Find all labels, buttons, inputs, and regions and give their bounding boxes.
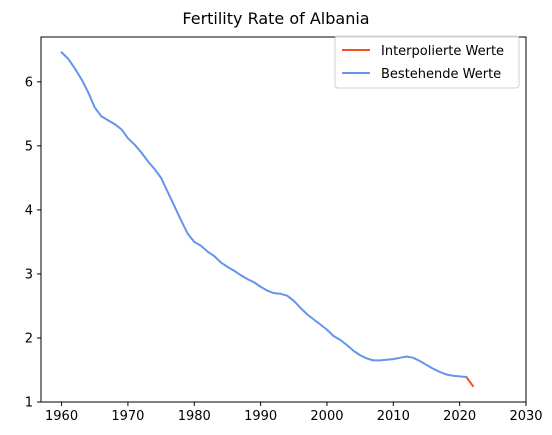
x-tick-label: 1990 xyxy=(244,409,277,424)
y-tick-label: 1 xyxy=(25,396,33,411)
y-tick-label: 6 xyxy=(25,75,33,90)
axes xyxy=(40,36,527,403)
plot-frame xyxy=(40,36,527,403)
legend-label-interpolated: Interpolierte Werte xyxy=(381,44,504,59)
legend: Interpolierte Werte Bestehende Werte xyxy=(334,35,520,89)
x-tick-label: 1970 xyxy=(111,409,144,424)
series-line-bestehende-werte xyxy=(60,50,468,379)
y-tick-label: 4 xyxy=(25,203,33,218)
series-line-interpolierte-werte xyxy=(464,375,475,388)
x-tick-label: 1960 xyxy=(45,409,78,424)
plot-lines xyxy=(60,50,475,388)
x-tick-label: 2030 xyxy=(509,409,542,424)
x-axis-ticks: 1960 1970 1980 1990 2000 2010 2020 2030 xyxy=(45,402,543,424)
x-tick-label: 2020 xyxy=(443,409,476,424)
legend-box xyxy=(334,35,520,89)
y-axis-ticks: 1 2 3 4 5 6 xyxy=(25,75,41,411)
y-tick-label: 5 xyxy=(25,139,33,154)
chart-title: Fertility Rate of Albania xyxy=(182,9,369,28)
y-tick-label: 3 xyxy=(25,267,33,282)
x-tick-label: 1980 xyxy=(178,409,211,424)
y-tick-label: 2 xyxy=(25,331,33,346)
legend-label-existing: Bestehende Werte xyxy=(381,67,501,82)
x-tick-label: 2010 xyxy=(377,409,410,424)
x-tick-label: 2000 xyxy=(310,409,343,424)
